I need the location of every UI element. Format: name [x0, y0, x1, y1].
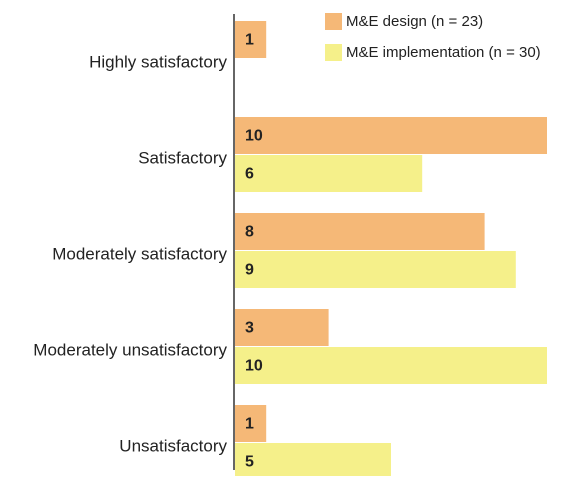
- data-label: 1: [245, 32, 254, 49]
- data-label: 3: [245, 320, 254, 337]
- bar: [235, 155, 423, 192]
- data-label: 5: [245, 454, 254, 471]
- legend-label: M&E implementation (n = 30): [346, 44, 541, 61]
- category-label: Moderately satisfactory: [52, 244, 227, 263]
- bar: [235, 117, 547, 154]
- legend-label: M&E design (n = 23): [346, 13, 483, 30]
- data-label: 9: [245, 262, 254, 279]
- category-label: Highly satisfactory: [89, 52, 227, 71]
- bar: [235, 405, 267, 442]
- data-label: 6: [245, 166, 254, 183]
- legend-swatch: [325, 44, 342, 61]
- legend-swatch: [325, 13, 342, 30]
- bar: [235, 21, 267, 58]
- data-label: 1: [245, 416, 254, 433]
- bar: [235, 309, 329, 346]
- bar: [235, 213, 485, 250]
- category-label: Unsatisfactory: [119, 436, 227, 455]
- category-label: Moderately unsatisfactory: [33, 340, 227, 359]
- data-label: 10: [245, 128, 263, 145]
- bar: [235, 443, 391, 480]
- data-label: 8: [245, 224, 254, 241]
- bar: [235, 347, 547, 384]
- category-label: Satisfactory: [138, 148, 227, 167]
- bar: [235, 251, 516, 288]
- data-label: 10: [245, 358, 263, 375]
